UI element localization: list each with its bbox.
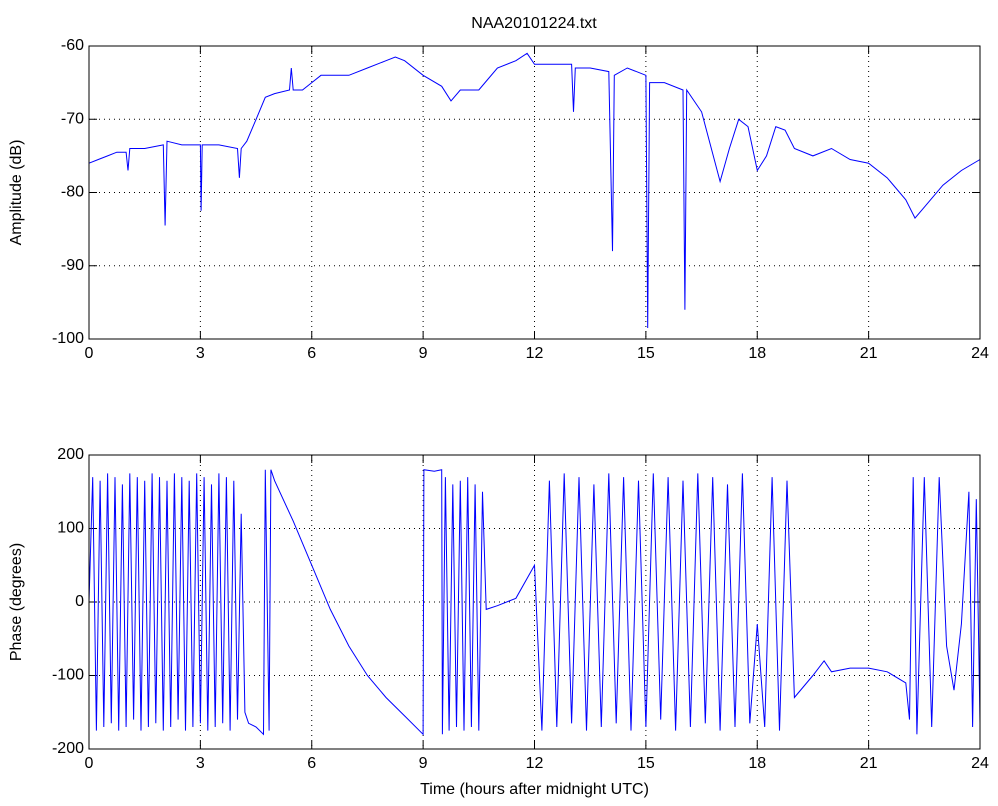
x-tick-label: 24 bbox=[971, 345, 989, 362]
data-line bbox=[88, 469, 981, 736]
x-tick-label: 0 bbox=[85, 755, 94, 772]
x-tick-label: 3 bbox=[196, 345, 205, 362]
y-tick-label: -100 bbox=[52, 667, 84, 684]
x-axis-label: Time (hours after midnight UTC) bbox=[420, 781, 649, 798]
x-tick-label: 18 bbox=[748, 755, 766, 772]
x-tick-label: 6 bbox=[307, 755, 316, 772]
x-tick-label: 24 bbox=[971, 755, 989, 772]
x-tick-label: 18 bbox=[748, 345, 766, 362]
y-tick-label: -70 bbox=[61, 110, 84, 127]
data-line bbox=[88, 52, 981, 329]
chart-title: NAA20101224.txt bbox=[471, 15, 597, 32]
x-tick-label: 21 bbox=[860, 345, 878, 362]
x-tick-label: 0 bbox=[85, 345, 94, 362]
axes-frame bbox=[88, 454, 981, 750]
x-tick-label: 12 bbox=[526, 345, 544, 362]
x-tick-label: 9 bbox=[419, 755, 428, 772]
x-tick-label: 6 bbox=[307, 345, 316, 362]
y-tick-label: -200 bbox=[52, 740, 84, 757]
x-tick-label: 21 bbox=[860, 755, 878, 772]
y-axis-label: Phase (degrees) bbox=[8, 543, 25, 661]
y-tick-label: -60 bbox=[61, 37, 84, 54]
axes-frame bbox=[88, 45, 981, 340]
y-tick-label: -80 bbox=[61, 184, 84, 201]
y-axis-label: Amplitude (dB) bbox=[8, 140, 25, 246]
x-tick-label: 3 bbox=[196, 755, 205, 772]
x-tick-label: 15 bbox=[637, 345, 655, 362]
x-tick-label: 15 bbox=[637, 755, 655, 772]
y-tick-label: -100 bbox=[52, 330, 84, 347]
y-tick-label: 0 bbox=[75, 593, 84, 610]
y-tick-label: 100 bbox=[57, 520, 84, 537]
x-tick-label: 9 bbox=[419, 345, 428, 362]
x-tick-label: 12 bbox=[526, 755, 544, 772]
y-tick-label: -90 bbox=[61, 257, 84, 274]
y-tick-label: 200 bbox=[57, 446, 84, 463]
